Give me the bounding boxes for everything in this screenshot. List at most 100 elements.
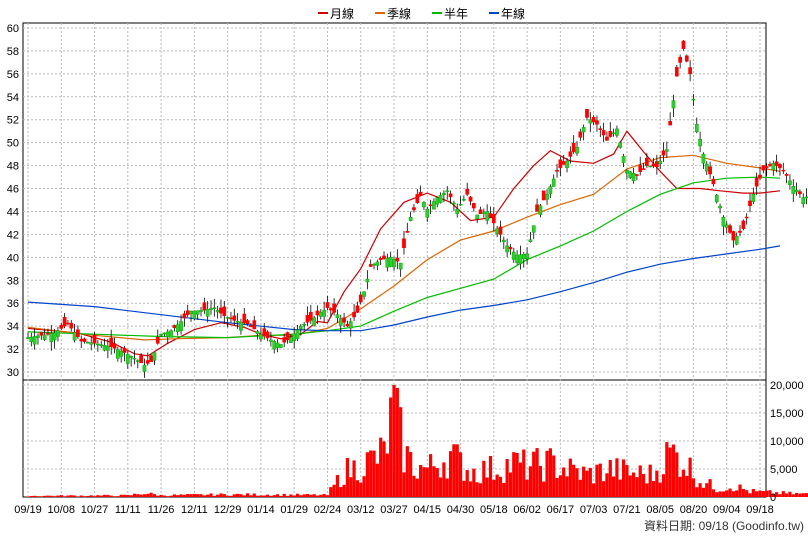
candle-body <box>145 360 150 364</box>
candle-body <box>481 212 486 214</box>
volume-bar <box>512 452 516 497</box>
date-tick-label: 09/04 <box>713 504 741 516</box>
volume-bar <box>262 495 266 497</box>
volume-bar <box>748 493 752 497</box>
volume-bar <box>755 491 759 497</box>
volume-bar <box>568 458 572 497</box>
volume-bar <box>448 451 453 497</box>
price-tick-label: 56 <box>7 69 19 81</box>
volume-bar <box>332 484 336 497</box>
volume-bar <box>655 470 659 497</box>
candle-body <box>29 336 34 342</box>
candle-body <box>26 337 30 339</box>
candle-body <box>392 258 396 268</box>
volume-bar <box>602 481 606 497</box>
volume-bar <box>565 476 569 497</box>
volume-bar <box>522 449 526 497</box>
candle-body <box>412 207 416 211</box>
candle-body <box>235 321 240 323</box>
volume-bar <box>189 494 193 497</box>
candle-body <box>365 278 370 283</box>
candle-body <box>139 355 143 364</box>
candle-body <box>714 194 719 203</box>
volume-bar <box>801 493 805 497</box>
volume-bar <box>638 465 642 497</box>
volume-bar <box>572 464 576 497</box>
candle-body <box>698 138 702 147</box>
candle-body <box>422 202 426 208</box>
candle-body <box>229 317 233 320</box>
volume-bar <box>96 495 100 497</box>
volume-bar <box>775 492 779 497</box>
candle-body <box>232 315 237 321</box>
volume-bar <box>538 465 542 497</box>
volume-bar <box>389 397 393 497</box>
candle-body <box>385 257 390 268</box>
candle-body <box>202 302 207 311</box>
volume-bar <box>751 488 755 497</box>
candle-body <box>219 307 223 314</box>
candle-body <box>132 357 137 360</box>
date-tick-label: 07/03 <box>580 504 608 516</box>
volume-bar <box>349 477 353 497</box>
candle-body <box>724 224 729 228</box>
volume-bar <box>668 447 672 497</box>
price-tick-label: 36 <box>7 298 19 310</box>
volume-bar <box>612 476 616 497</box>
volume-bar <box>229 495 233 497</box>
volume-bar <box>82 496 87 497</box>
candle-body <box>781 169 786 172</box>
date-tick-label: 09/18 <box>746 504 774 516</box>
volume-bar <box>279 495 283 497</box>
volume-bar <box>582 466 586 497</box>
volume-bar <box>785 493 789 497</box>
volume-bar <box>498 476 503 497</box>
candle-body <box>96 343 100 346</box>
candle-body <box>668 121 673 126</box>
date-tick-label: 08/20 <box>680 504 708 516</box>
candle-body <box>581 127 586 133</box>
candle-body <box>275 342 280 348</box>
candle-body <box>658 160 663 164</box>
candle-body <box>538 205 543 215</box>
volume-bar <box>295 493 300 497</box>
volume-bar <box>166 496 170 497</box>
candle-body <box>758 174 762 179</box>
candle-body <box>62 316 67 327</box>
candle-body <box>335 314 340 318</box>
candle-body <box>32 336 37 345</box>
candle-body <box>182 313 187 319</box>
candle-body <box>734 236 739 245</box>
volume-bar <box>555 477 559 497</box>
price-tick-label: 42 <box>7 229 19 241</box>
volume-bar <box>149 492 153 497</box>
volume-bar <box>695 487 699 497</box>
volume-bar <box>292 495 296 497</box>
volume-bar <box>265 494 270 497</box>
candle-body <box>488 213 493 218</box>
candle-body <box>655 161 659 167</box>
candle-body <box>355 305 360 313</box>
candle-body <box>102 345 107 351</box>
candle-body <box>135 360 140 362</box>
volume-bar <box>625 465 629 497</box>
volume-bar <box>355 480 359 497</box>
candle-body <box>591 117 596 123</box>
candle-body <box>645 157 649 166</box>
volume-bar <box>112 496 117 497</box>
candle-body <box>295 329 300 339</box>
candle-body <box>508 247 513 250</box>
candle-body <box>438 195 443 203</box>
volume-bar <box>681 469 686 497</box>
volume-bar <box>272 495 276 497</box>
volume-bar <box>438 477 443 497</box>
moving-average-lines <box>27 130 781 357</box>
candle-body <box>338 318 343 326</box>
volume-tick-label: 0 <box>770 492 776 504</box>
volume-bar <box>715 492 719 497</box>
legend-label: 季線 <box>387 6 411 21</box>
candle-body <box>588 119 593 124</box>
candle-body <box>585 108 589 118</box>
volume-bar <box>482 460 486 497</box>
volume-bar <box>675 452 679 497</box>
